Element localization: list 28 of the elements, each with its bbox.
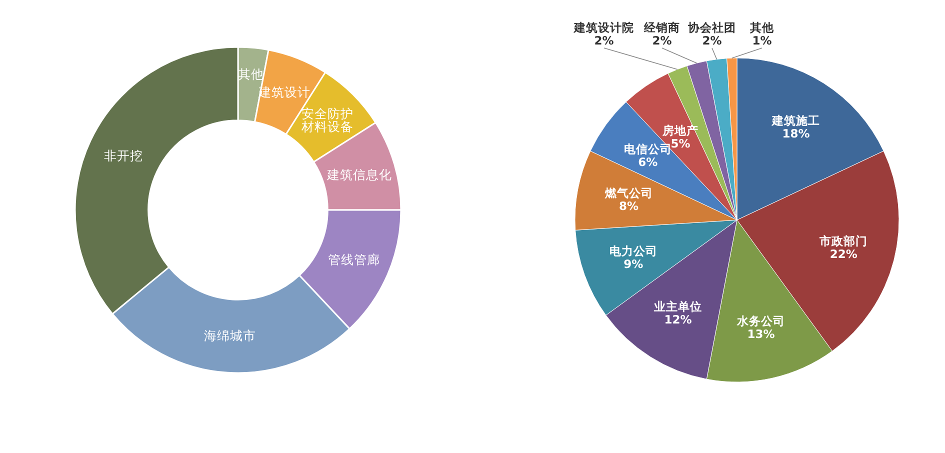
slice-label: 建筑施工 xyxy=(771,113,820,128)
slice-label: 管线管廊 xyxy=(328,252,380,268)
slice-label: 电信公司 xyxy=(624,142,672,156)
data-label: 5% xyxy=(670,136,691,150)
slice-label: 水务公司 xyxy=(736,314,786,328)
slice-label: 建筑设计院 xyxy=(573,20,634,34)
slice-label: 电力公司 xyxy=(609,244,658,258)
data-label: 2% xyxy=(594,34,614,48)
data-label: 1% xyxy=(752,34,772,48)
data-label: 2% xyxy=(652,34,672,48)
data-label: 12% xyxy=(664,312,692,327)
slice-label: 市政部门 xyxy=(818,234,868,248)
slice-label: 安全防护材料设备 xyxy=(300,106,354,134)
slice-label: 协会社团 xyxy=(687,20,736,34)
data-label: 18% xyxy=(782,126,810,140)
slice-label: 非开挖 xyxy=(104,149,144,164)
data-label: 8% xyxy=(619,198,640,213)
slice-label: 其他 xyxy=(749,20,775,34)
data-label: 9% xyxy=(624,256,644,271)
data-label: 22% xyxy=(830,246,858,261)
slice-label: 海绵城市 xyxy=(204,329,256,344)
data-label: 13% xyxy=(747,327,776,342)
slice-label: 经销商 xyxy=(643,20,680,34)
slice-label: 建筑信息化 xyxy=(326,168,392,182)
data-label: 2% xyxy=(702,34,722,48)
data-label: 6% xyxy=(638,154,658,169)
slice-label: 业主单位 xyxy=(652,300,702,314)
slice-label: 燃气公司 xyxy=(604,186,653,200)
